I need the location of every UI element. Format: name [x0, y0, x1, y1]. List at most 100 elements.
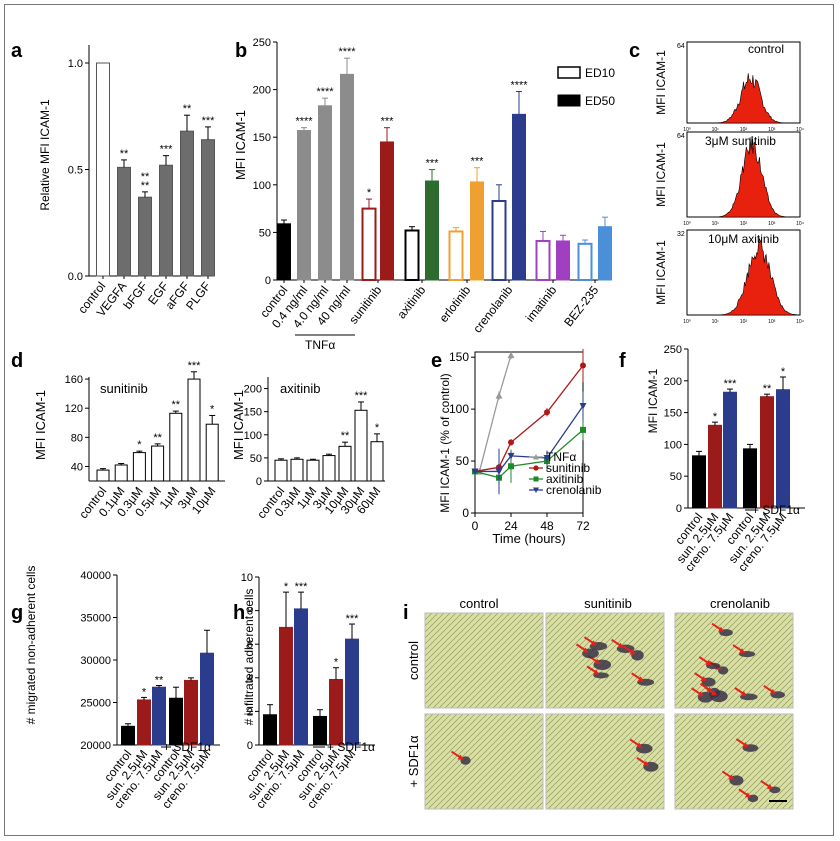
c-histogram-fill — [687, 135, 800, 218]
b-significance: **** — [316, 86, 334, 98]
a-bar — [96, 62, 110, 277]
c-histogram-fill — [687, 73, 800, 124]
panel-letter-b: b — [235, 40, 247, 62]
g-y-tick-label: 40000 — [80, 570, 111, 582]
c-x-tick-label: 10² — [740, 319, 748, 325]
b-x-tick-label: BEZ-235 — [561, 283, 601, 329]
d-y-tick-label: 40 — [71, 461, 83, 473]
c-x-tick-label: 10⁰ — [683, 127, 691, 133]
i-arrow-head — [629, 649, 636, 655]
i-arrow-head — [710, 690, 717, 696]
h-significance: *** — [295, 581, 309, 593]
b-significance: *** — [471, 156, 485, 168]
b-bar — [470, 181, 484, 281]
a-significance: *** — [160, 144, 174, 156]
b-y-tick-label: 100 — [253, 180, 271, 192]
d-bar — [132, 452, 146, 482]
b-y-label: MFI ICAM-1 — [233, 110, 248, 180]
b-bar — [277, 223, 291, 281]
i-arrow-shaft — [611, 638, 622, 647]
h-y-tick-label: 8 — [247, 606, 253, 618]
d2-significance: *** — [355, 390, 369, 402]
c-x-tick-label: 10³ — [768, 221, 776, 227]
i-arrow-head — [769, 688, 776, 694]
i-arrow-head — [594, 658, 601, 664]
panel-e: 0 50 100 150 0 24 48 72 Time (hours) MFI ICAM-1 (… — [438, 348, 602, 546]
c-label-axitinib: 10μM axitinib — [708, 232, 779, 246]
g-y-tick-label: 35000 — [80, 613, 111, 625]
i-arrow-head — [744, 792, 751, 798]
d2-y-label: MFI ICAM-1 — [231, 390, 246, 460]
f-bar — [708, 424, 722, 509]
g-y-tick-label: 30000 — [80, 655, 111, 667]
b-group-label: TNFα — [305, 338, 335, 352]
b-bar — [361, 207, 377, 282]
b-bar — [318, 105, 332, 281]
f-group-label: + SDF1α — [752, 503, 800, 517]
e-legend-marker — [533, 487, 539, 493]
d2-y-tick-label: 200 — [244, 384, 262, 396]
i-arrow-shaft — [763, 684, 774, 693]
d2-y-tick-label: 100 — [244, 430, 262, 442]
e-legend-label: crenolanib — [546, 483, 602, 497]
i-arrow-head — [728, 774, 735, 780]
h-significance: * — [284, 581, 289, 593]
e-legend-marker — [533, 465, 539, 471]
e-x-label: Time (hours) — [492, 531, 565, 546]
panel-letter-h: h — [233, 602, 245, 624]
d-significance: ** — [172, 399, 181, 411]
panel-g: # migrated non-adherent cells 20000 25000 3… — [24, 566, 220, 811]
h-bar — [329, 678, 343, 746]
d2-bar — [290, 458, 304, 482]
i-arrow-head — [642, 760, 649, 766]
panel-letter-f: f — [619, 350, 626, 372]
i-arrow-shaft — [586, 665, 597, 674]
e-marker — [507, 351, 515, 359]
i-arrow-shaft — [622, 645, 634, 654]
g-bar — [152, 686, 166, 746]
d2-bar — [370, 441, 384, 482]
b-x-tick-label: imatinib — [523, 283, 560, 324]
panel-letter-d: d — [11, 350, 23, 372]
a-x-tick-label: bFGF — [120, 279, 150, 312]
d-bar — [169, 412, 183, 482]
c-y-max-label: 32 — [677, 231, 685, 238]
d-bar — [205, 423, 219, 482]
h-y-tick-label: 0 — [247, 740, 253, 752]
c-x-tick-label: 10¹ — [712, 127, 720, 133]
b-bar — [404, 229, 420, 282]
d-y-tick-label: 120 — [65, 403, 83, 415]
g-bar — [184, 679, 198, 746]
d2-bar — [354, 409, 368, 482]
i-arrow-head — [718, 626, 725, 632]
h-significance: * — [334, 657, 339, 669]
e-legend-marker — [533, 454, 539, 460]
f-y-tick-label: 250 — [664, 344, 682, 356]
h-significance: *** — [346, 613, 360, 625]
b-significance: **** — [295, 116, 313, 128]
e-y-tick-label: 50 — [456, 454, 470, 468]
e-marker — [579, 403, 587, 410]
a-significance: ** — [141, 180, 150, 192]
b-y-tick-label: 150 — [253, 132, 271, 144]
e-marker — [507, 452, 515, 460]
c-y-max-label: 64 — [677, 133, 685, 140]
b-bar — [535, 239, 551, 282]
h-y-tick-label: 10 — [241, 572, 253, 584]
f-significance: * — [713, 411, 718, 423]
a-significance: ** — [120, 148, 129, 160]
i-arrow-head — [742, 742, 749, 748]
panel-i: control sunitinib crenolanib control + SDF1α — [406, 596, 794, 810]
b-x-tick-label: axitinib — [394, 283, 428, 321]
g-significance: * — [142, 686, 147, 698]
i-arrow-shaft — [636, 756, 647, 765]
i-arrow-head — [766, 783, 773, 789]
h-bar — [279, 626, 293, 746]
b-y-tick-label: 200 — [253, 85, 271, 97]
panel-letter-c: c — [629, 40, 640, 62]
e-marker — [495, 468, 503, 475]
b-x-tick-label: crenolanib — [470, 283, 515, 336]
i-arrow-head — [617, 642, 624, 648]
